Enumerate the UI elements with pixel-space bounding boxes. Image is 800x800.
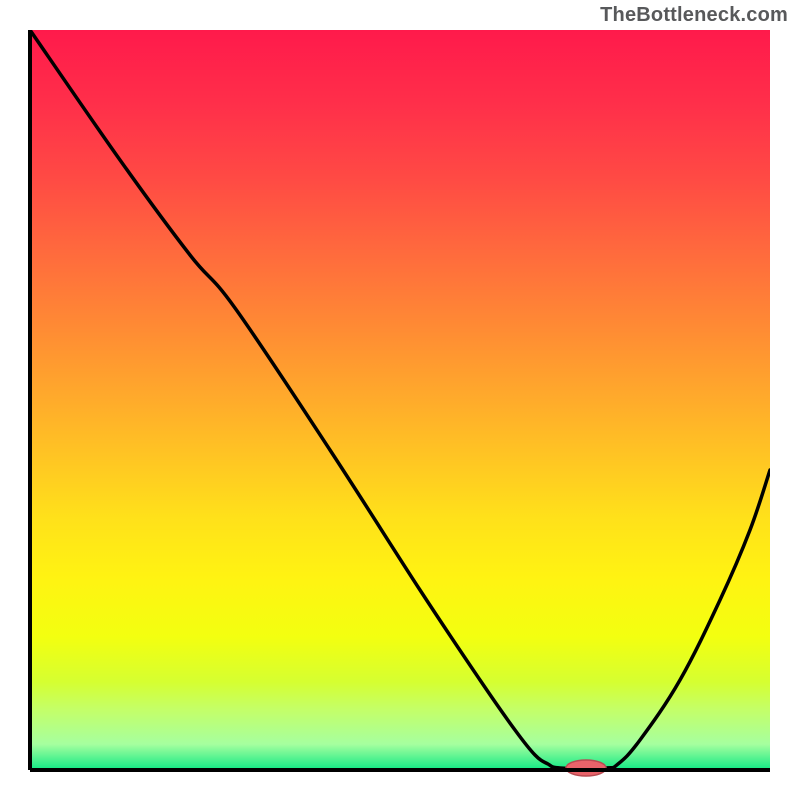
chart-container: TheBottleneck.com	[0, 0, 800, 800]
gradient-background	[30, 30, 770, 770]
watermark-text: TheBottleneck.com	[600, 4, 788, 27]
bottleneck-chart	[0, 0, 800, 800]
